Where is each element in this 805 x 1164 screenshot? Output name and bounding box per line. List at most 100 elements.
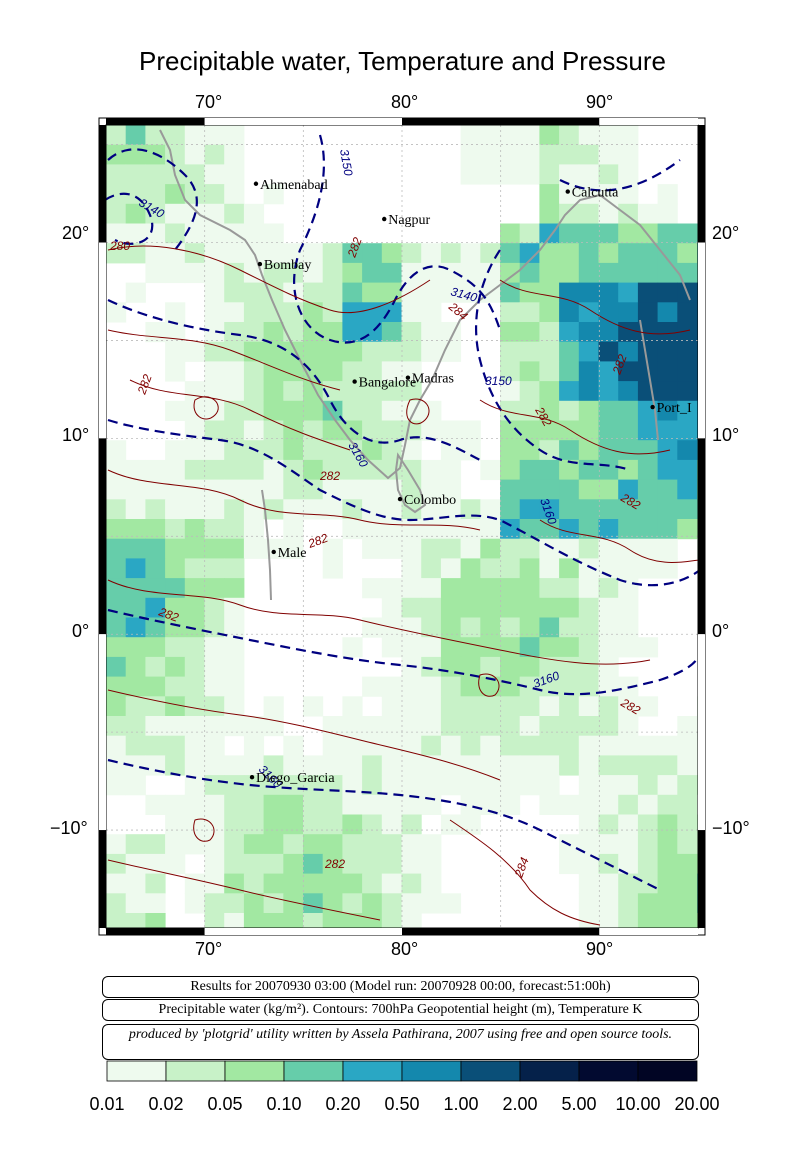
pw-cell (519, 775, 540, 796)
pw-cell (165, 735, 186, 756)
pw-cell (381, 597, 402, 618)
pw-cell (106, 716, 127, 737)
pw-cell (322, 322, 343, 343)
pw-cell (224, 676, 245, 697)
pw-cell (539, 578, 560, 599)
pw-cell (598, 794, 619, 815)
pw-cell (618, 853, 639, 875)
pw-cell (637, 519, 659, 540)
pw-cell (263, 834, 284, 855)
pw-cell (500, 361, 521, 382)
pw-cell (618, 164, 639, 185)
pw-cell (480, 735, 501, 756)
pw-cell (519, 499, 540, 520)
pw-cell (539, 302, 560, 323)
pw-cell (539, 341, 560, 362)
pw-cell (421, 420, 442, 441)
pw-cell (322, 716, 343, 737)
contour-label: 3140 (449, 284, 479, 305)
pw-cell (106, 479, 127, 500)
pw-cell (578, 262, 599, 284)
pw-cell (460, 794, 481, 815)
pw-cell (243, 893, 265, 914)
pw-cell (618, 834, 639, 855)
pw-cell (500, 302, 521, 323)
pw-cell (559, 676, 580, 697)
pw-cell (657, 479, 678, 500)
pw-cell (500, 696, 521, 717)
pw-cell (578, 519, 599, 540)
pw-cell (637, 696, 659, 717)
pw-cell (283, 893, 304, 914)
pw-cell (578, 223, 599, 244)
pw-cell (637, 302, 659, 323)
pw-cell (125, 617, 146, 638)
pw-cell (204, 282, 225, 303)
contour-label: 282 (324, 857, 345, 871)
pw-cell (125, 893, 146, 914)
pw-cell (224, 755, 245, 776)
pw-cell (421, 735, 442, 756)
pw-cell (401, 794, 422, 815)
pw-cell (401, 440, 422, 461)
pw-cell (440, 597, 462, 618)
pw-cell (519, 597, 540, 618)
pw-cell (342, 893, 363, 914)
pw-cell (480, 578, 501, 599)
pw-cell (125, 716, 146, 737)
pw-cell (598, 499, 619, 520)
pw-cell (125, 735, 146, 756)
pw-cell (637, 479, 659, 500)
pw-cell (362, 873, 383, 894)
pw-cell (618, 144, 639, 165)
pw-cell (401, 538, 422, 559)
pw-cell (539, 656, 560, 678)
pw-cell (500, 755, 521, 776)
pw-cell (125, 696, 146, 717)
temperature-contours (107, 245, 701, 926)
pw-cell (243, 716, 265, 737)
pw-cell (677, 223, 698, 244)
pw-cell (342, 400, 363, 421)
pw-cell (224, 144, 245, 165)
pw-cell (519, 479, 540, 500)
pw-cell (539, 262, 560, 284)
pw-cell (381, 282, 402, 303)
pw-cell (165, 637, 186, 658)
pw-cell (165, 834, 186, 855)
pw-cell (519, 125, 540, 146)
pw-cell (480, 656, 501, 678)
pw-cell (559, 755, 580, 776)
pw-cell (401, 913, 422, 928)
pw-cell (598, 716, 619, 737)
pw-cell (519, 144, 540, 165)
pw-cell (559, 223, 580, 244)
pw-cell (125, 637, 146, 658)
pw-cell (342, 814, 363, 835)
pw-cell (618, 282, 639, 303)
pw-cell (519, 637, 540, 658)
pw-cell (263, 893, 284, 914)
pw-cell (657, 538, 678, 559)
pw-cell (184, 735, 205, 756)
pw-cell (263, 775, 284, 796)
pw-cell (500, 794, 521, 815)
pw-cell (559, 341, 580, 362)
pw-cell (204, 834, 225, 855)
pw-cell (322, 814, 343, 835)
pw-cell (598, 420, 619, 441)
pw-cell (480, 538, 501, 559)
pw-cell (224, 696, 245, 717)
pw-cell (145, 223, 166, 244)
pw-cell (145, 913, 166, 928)
pw-cell (618, 716, 639, 737)
pw-cell (184, 775, 205, 796)
pw-cell (539, 223, 560, 244)
pw-cell (263, 853, 284, 875)
colorbar-tick-label: 1.00 (443, 1094, 479, 1114)
pw-cell (165, 716, 186, 737)
pw-cell (421, 538, 442, 559)
pw-cell (421, 322, 442, 343)
pw-cell (362, 676, 383, 697)
pw-cell (460, 558, 481, 579)
